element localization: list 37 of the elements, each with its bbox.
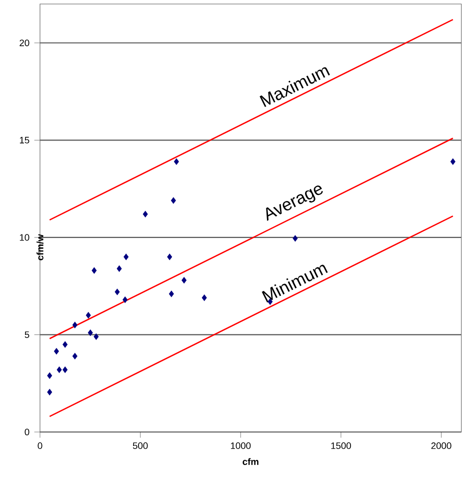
point bbox=[167, 254, 172, 260]
point bbox=[88, 330, 93, 336]
point bbox=[182, 277, 187, 284]
x-tick-label: 0 bbox=[38, 442, 42, 449]
point bbox=[47, 388, 52, 396]
y-tick-label: 0 bbox=[24, 428, 30, 436]
point bbox=[62, 366, 68, 373]
y-tick-label: 10 bbox=[20, 234, 30, 241]
point bbox=[116, 265, 122, 272]
x-tick-label: 1500 bbox=[331, 442, 351, 449]
point bbox=[122, 296, 128, 303]
point bbox=[124, 254, 129, 260]
y-tick-label: 20 bbox=[20, 40, 30, 46]
point bbox=[168, 290, 174, 298]
point bbox=[86, 312, 91, 318]
point bbox=[47, 372, 52, 379]
y-tick-label: 5 bbox=[24, 331, 30, 338]
point bbox=[92, 267, 97, 274]
x-tick-label: 1000 bbox=[230, 442, 251, 449]
point bbox=[170, 197, 176, 204]
point bbox=[142, 210, 148, 218]
point bbox=[56, 366, 62, 373]
point bbox=[94, 333, 99, 340]
point bbox=[202, 294, 207, 301]
x-tick-label: 500 bbox=[132, 442, 148, 449]
y-axis-title: cfm/w bbox=[36, 234, 44, 260]
point bbox=[174, 158, 179, 165]
point bbox=[62, 341, 68, 348]
point bbox=[450, 158, 456, 165]
x-axis-title: cfm bbox=[242, 458, 258, 466]
x-tick-label: 2000 bbox=[431, 442, 452, 449]
y-tick-label: 15 bbox=[20, 136, 30, 144]
point bbox=[72, 322, 78, 328]
point bbox=[72, 352, 78, 360]
point bbox=[292, 235, 298, 242]
point bbox=[114, 288, 120, 296]
point bbox=[54, 348, 59, 354]
